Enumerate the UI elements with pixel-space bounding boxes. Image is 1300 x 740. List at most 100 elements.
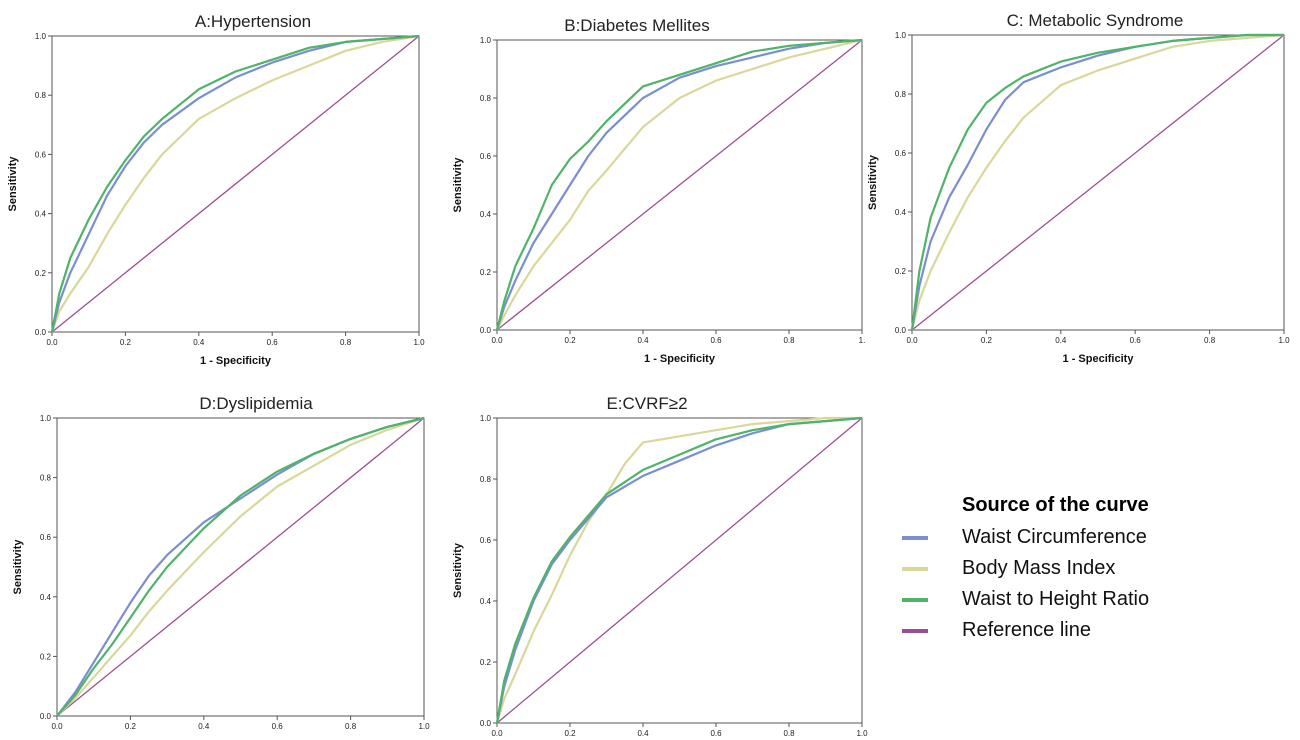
roc-panel-3: C: Metabolic Syndrome 0.0 0.2 0.4 0.6 0.8 1.0 0…: [867, 11, 1290, 365]
x-tick-label: 0.2: [564, 729, 576, 738]
y-axis-label: Sensitivity: [12, 539, 24, 595]
legend-swatch-waist-circumference: [902, 535, 928, 540]
series-line-bmi: [496, 38, 863, 331]
plot-frame: [496, 417, 863, 724]
roc-panel-4: D:Dyslipidemia 0.0 0.2 0.4 0.6 0.8 1.0 0.0 0.2 0.…: [12, 394, 430, 731]
plot-frame: [911, 34, 1285, 331]
y-tick-label: 0.8: [480, 475, 492, 484]
x-tick-label: 0.4: [637, 336, 649, 345]
x-tick-label: 0.2: [120, 338, 132, 347]
y-tick-label: 0.2: [40, 652, 52, 661]
x-tick-label: 0.2: [125, 722, 137, 731]
x-tick-label: 1.0: [1278, 336, 1290, 345]
legend-item-waist-circumference: Waist Circumference: [902, 522, 1282, 553]
y-tick-label: 0.6: [480, 536, 492, 545]
plot-frame: [51, 35, 420, 333]
y-tick-label: 1.0: [35, 32, 47, 41]
x-tick-label: 0.6: [267, 338, 279, 347]
x-tick-label: 0.0: [46, 338, 58, 347]
y-axis-label: Sensitivity: [452, 542, 464, 598]
y-tick-label: 0.6: [40, 533, 52, 542]
y-tick-label: 0.4: [35, 210, 47, 219]
plot-frame: [496, 39, 863, 331]
y-tick-label: 0.8: [35, 91, 47, 100]
chart-title: B:Diabetes Mellites: [564, 16, 710, 35]
series-line-ref: [496, 417, 863, 724]
legend-swatch-waist-to-height-ratio: [902, 597, 928, 602]
series-line-whtr: [495, 416, 863, 724]
x-tick-label: 0.8: [1204, 336, 1216, 345]
y-tick-label: 0.8: [480, 94, 492, 103]
y-tick-label: 0.0: [895, 326, 907, 335]
series-line-ref: [51, 35, 420, 333]
y-tick-label: 0.0: [480, 719, 492, 728]
x-tick-label: 1.0: [418, 722, 430, 731]
x-tick-label: 1.0: [413, 338, 425, 347]
roc-panel-2: B:Diabetes Mellites 0.0 0.2 0.4 0.6 0.8 1. 0.0 0…: [452, 16, 865, 365]
legend: Source of the curve Waist Circumference …: [902, 488, 1282, 646]
y-tick-label: 0.6: [895, 149, 907, 158]
x-tick-label: 0.4: [637, 729, 649, 738]
legend-swatch-body-mass-index: [902, 566, 928, 571]
chart-title: A:Hypertension: [195, 12, 311, 31]
legend-item-body-mass-index: Body Mass Index: [902, 553, 1282, 584]
y-tick-label: 1.0: [480, 36, 492, 45]
series-line-whtr: [50, 34, 420, 333]
y-tick-label: 0.6: [35, 150, 47, 159]
y-axis-label: Sensitivity: [452, 157, 464, 213]
x-axis-label: 1 - Specificity: [200, 355, 272, 367]
x-tick-label: 0.8: [783, 729, 795, 738]
x-axis-label: 1 - Specificity: [644, 353, 716, 365]
y-tick-label: 0.4: [895, 208, 907, 217]
y-tick-label: 0.2: [480, 268, 492, 277]
y-tick-label: 0.2: [895, 267, 907, 276]
y-tick-label: 0.2: [35, 269, 47, 278]
y-tick-label: 0.2: [480, 658, 492, 667]
x-tick-label: 0.4: [198, 722, 210, 731]
x-tick-label: 0.2: [564, 336, 576, 345]
y-axis-label: Sensitivity: [867, 154, 879, 210]
chart-title: D:Dyslipidemia: [199, 394, 313, 413]
series-line-ref: [56, 417, 425, 717]
x-tick-label: 0.6: [710, 729, 722, 738]
y-tick-label: 0.6: [480, 152, 492, 161]
series-line-bmi: [50, 34, 420, 333]
series-line-whtr: [56, 416, 425, 717]
x-tick-label: 0.0: [906, 336, 918, 345]
y-tick-label: 1.0: [40, 414, 52, 423]
y-tick-label: 0.0: [35, 328, 47, 337]
legend-item-waist-to-height-ratio: Waist to Height Ratio: [902, 584, 1282, 615]
legend-title: Source of the curve: [962, 494, 1149, 516]
y-tick-label: 1.0: [480, 414, 492, 423]
series-line-ref: [496, 39, 863, 331]
series-line-wc: [495, 38, 863, 331]
x-tick-label: 0.0: [491, 729, 503, 738]
x-tick-label: 0.8: [345, 722, 357, 731]
y-tick-label: 0.4: [480, 210, 492, 219]
x-tick-label: 0.2: [981, 336, 993, 345]
series-line-ref: [911, 34, 1285, 331]
x-tick-label: 1.0: [856, 729, 868, 738]
x-tick-label: 0.4: [193, 338, 205, 347]
x-tick-label: 0.0: [51, 722, 63, 731]
series-line-bmi: [56, 416, 425, 717]
x-tick-label: 0.6: [710, 336, 722, 345]
x-tick-label: 0.8: [783, 336, 795, 345]
legend-label: Waist Circumference: [962, 526, 1147, 548]
x-tick-label: 0.6: [1130, 336, 1142, 345]
series-line-bmi: [910, 33, 1285, 331]
legend-swatch-reference-line: [902, 628, 928, 633]
y-tick-label: 0.8: [895, 90, 907, 99]
y-tick-label: 0.4: [480, 597, 492, 606]
legend-label: Waist to Height Ratio: [962, 588, 1150, 610]
legend-label: Reference line: [962, 619, 1091, 641]
plot-frame: [56, 417, 425, 717]
series-line-whtr: [910, 33, 1284, 331]
y-tick-label: 0.0: [40, 712, 52, 721]
legend-item-reference-line: Reference line: [902, 615, 1282, 646]
series-line-whtr: [495, 38, 863, 331]
roc-panel-5: E:CVRF≥2 0.0 0.2 0.4 0.6 0.8 1.0 0.0 0.2 0.4 0.6 0.…: [452, 394, 868, 738]
y-tick-label: 1.0: [895, 31, 907, 40]
x-tick-label: 0.4: [1055, 336, 1067, 345]
